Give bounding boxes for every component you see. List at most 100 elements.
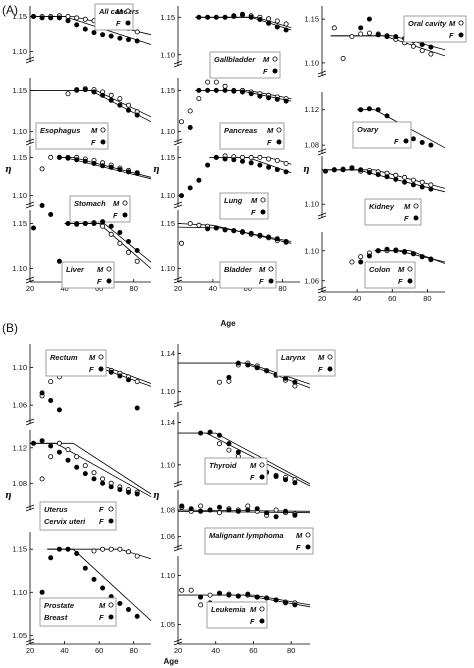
x-tick-label: 80: [278, 284, 286, 293]
male-point: [283, 21, 289, 27]
female-point: [198, 594, 204, 600]
fit-line: [178, 432, 311, 487]
female-point: [117, 102, 123, 108]
female-point: [257, 162, 263, 168]
female-point: [283, 169, 289, 175]
female-point: [126, 489, 132, 495]
female-point: [358, 167, 364, 173]
legend-female-label: F: [394, 137, 399, 146]
y-tick-label: 1.06: [304, 276, 319, 285]
legend-male-label: M: [250, 605, 257, 614]
female-point: [222, 156, 228, 162]
legend-box: [69, 195, 131, 223]
female-point: [384, 113, 390, 119]
female-point: [213, 225, 219, 231]
female-point: [134, 247, 140, 253]
y-tick-label: 1.10: [304, 246, 319, 255]
x-tick-label: 60: [244, 284, 252, 293]
axis-break-mark: [317, 212, 327, 220]
female-point: [349, 165, 355, 171]
legend-box: [206, 601, 268, 629]
y-tick-label: 1.15: [160, 219, 175, 228]
legend-series-name: Leukemia: [211, 605, 246, 614]
axis-break-mark: [317, 148, 327, 156]
female-point: [216, 590, 222, 596]
female-point: [226, 592, 232, 598]
legend-open-marker: [108, 602, 114, 608]
female-point: [126, 169, 132, 175]
legend-series-name: Pancreas: [224, 126, 257, 135]
legend: Gallbladder MF: [209, 51, 281, 79]
fit-line: [47, 548, 152, 621]
female-point: [207, 429, 213, 435]
subplot-18: 1.10 1.05 20 40 60 80 Leukemia MF: [160, 556, 311, 655]
female-point: [117, 35, 123, 41]
y-tick-label: 1.12: [304, 105, 319, 114]
legend: Prostate M Breast F: [39, 597, 117, 627]
axis-break-mark: [25, 418, 35, 426]
legend-female-label: F: [89, 365, 94, 374]
male-point: [65, 91, 71, 97]
female-point: [428, 186, 434, 192]
female-point: [82, 565, 88, 571]
y-tick-label: 1.06: [160, 532, 175, 541]
male-point: [340, 56, 346, 62]
female-point: [282, 375, 288, 381]
legend-male-label: M: [398, 265, 405, 274]
y-tick-label: 1.15: [12, 12, 27, 21]
male-point: [91, 548, 97, 554]
subplot-6: 1.15 1.10 Lung MF: [160, 146, 292, 220]
y-tick-label: 1.10: [160, 460, 175, 469]
legend-male-marker: [272, 56, 278, 62]
male-point: [108, 231, 114, 237]
female-point: [74, 157, 80, 163]
female-point: [257, 232, 263, 238]
axis-break-mark: [173, 400, 183, 408]
female-point: [292, 512, 298, 518]
fit-line: [177, 509, 311, 512]
male-point: [213, 79, 219, 85]
legend: Thyroid MF: [204, 457, 268, 485]
y-tick-label: 1.15: [160, 13, 175, 22]
male-point: [48, 454, 54, 460]
legend-box: [61, 261, 115, 289]
legend-female-label: F: [99, 613, 104, 622]
male-point: [410, 177, 416, 183]
y-tick-label: 1.15: [12, 86, 27, 95]
female-point: [100, 32, 106, 38]
legend-female-label: F: [250, 473, 255, 482]
male-point: [100, 476, 106, 482]
y-tick-label: 1.15: [304, 15, 319, 24]
legend-male-marker: [259, 462, 265, 468]
legend-box: [35, 122, 109, 150]
y-tick-label: 1.14: [160, 349, 175, 358]
y-tick-label: 1.10: [160, 191, 175, 200]
female-point: [231, 228, 237, 234]
male-point: [108, 92, 114, 98]
male-point: [273, 507, 279, 513]
female-point: [428, 142, 434, 148]
male-point: [187, 108, 193, 114]
legend-female-label: F: [99, 505, 104, 514]
male-point: [117, 546, 123, 552]
y-tick-label: 1.15: [12, 153, 27, 162]
legend-filled-marker: [108, 518, 114, 524]
legend-male-label: M: [267, 126, 274, 135]
female-point: [74, 464, 80, 470]
legend-female-label: F: [318, 365, 323, 374]
legend-box: [204, 457, 268, 485]
female-point: [91, 576, 97, 582]
female-point: [358, 259, 364, 265]
female-point: [264, 368, 270, 374]
female-point: [266, 95, 272, 101]
female-point: [393, 34, 399, 40]
female-point: [366, 106, 372, 112]
female-point: [410, 136, 416, 142]
female-point: [39, 438, 45, 444]
male-point: [196, 96, 202, 102]
axis-break-mark: [173, 138, 183, 146]
y-tick-label: 1.08: [304, 141, 319, 150]
legend-series-name: Oral cavity: [408, 19, 447, 28]
